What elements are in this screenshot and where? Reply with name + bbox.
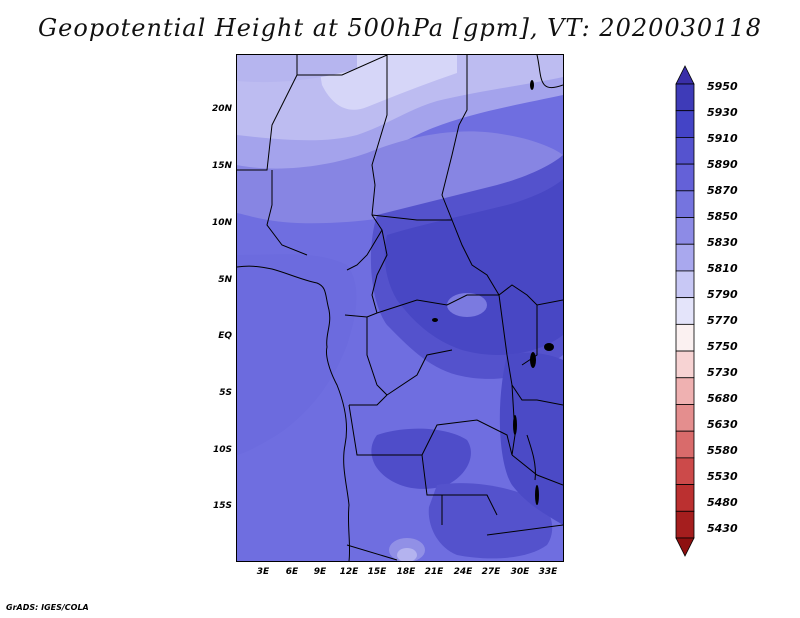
map-title: Geopotential Height at 500hPa [gpm], VT:…	[38, 14, 762, 42]
lon-label: 33E	[538, 567, 558, 577]
colorbar-label: 5850	[707, 210, 738, 223]
colorbar-segment	[675, 377, 695, 405]
colorbar-label: 5930	[707, 106, 738, 119]
colorbar-segment	[675, 323, 695, 352]
colorbar-label: 5630	[707, 418, 738, 431]
colorbar-label: 5950	[707, 80, 738, 93]
colorbar-segment	[675, 270, 695, 299]
colorbar-segment	[675, 137, 695, 165]
colorbar-label: 5730	[707, 366, 738, 379]
lat-label: 15S	[212, 501, 232, 511]
lon-label: 18E	[396, 567, 416, 577]
lon-label: 9E	[313, 567, 327, 577]
lon-label: 15E	[367, 567, 387, 577]
lat-label: 10S	[212, 445, 232, 455]
lat-label: 20N	[211, 104, 232, 114]
credit-label: GrADS: IGES/COLA	[6, 603, 89, 612]
colorbar-label: 5910	[707, 132, 738, 145]
lat-label: 5N	[218, 275, 232, 285]
colorbar-segment	[675, 350, 695, 379]
colorbar-segment	[675, 510, 695, 539]
colorbar-label: 5530	[707, 470, 738, 483]
colorbar-label: 5770	[707, 314, 738, 327]
colorbar-segment	[675, 243, 695, 272]
colorbar-label: 5870	[707, 184, 738, 197]
lat-label: 5S	[219, 388, 232, 398]
colorbar-label: 5750	[707, 340, 738, 353]
colorbar-arrow-top	[675, 65, 695, 85]
colorbar-label: 5480	[707, 496, 738, 509]
map-panel	[236, 54, 564, 562]
lon-label: 21E	[424, 567, 444, 577]
colorbar-segment	[675, 110, 695, 138]
colorbar-label: 5830	[707, 236, 738, 249]
colorbar-label: 5680	[707, 392, 738, 405]
colorbar-arrow-bottom	[675, 537, 695, 557]
colorbar-label: 5810	[707, 262, 738, 275]
colorbar-label: 5430	[707, 522, 738, 535]
colorbar-label: 5890	[707, 158, 738, 171]
colorbar-segment	[675, 457, 695, 485]
lat-label: 15N	[211, 161, 232, 171]
colorbar-segment	[675, 430, 695, 459]
colorbar-segment	[675, 83, 695, 112]
colorbar	[675, 65, 695, 557]
colorbar-segment	[675, 484, 695, 512]
colorbar-label: 5580	[707, 444, 738, 457]
lon-label: 24E	[453, 567, 473, 577]
colorbar-segment	[675, 190, 695, 218]
colorbar-segment	[675, 297, 695, 325]
lon-label: 27E	[481, 567, 501, 577]
lon-label: 30E	[510, 567, 530, 577]
colorbar-segment	[675, 217, 695, 245]
lat-label: EQ	[218, 331, 232, 341]
colorbar-segment	[675, 163, 695, 192]
lon-label: 12E	[339, 567, 359, 577]
colorbar-segment	[675, 404, 695, 432]
lon-label: 3E	[256, 567, 270, 577]
height-field	[237, 55, 563, 561]
colorbar-label: 5790	[707, 288, 738, 301]
lon-label: 6E	[285, 567, 299, 577]
lat-label: 10N	[211, 218, 232, 228]
